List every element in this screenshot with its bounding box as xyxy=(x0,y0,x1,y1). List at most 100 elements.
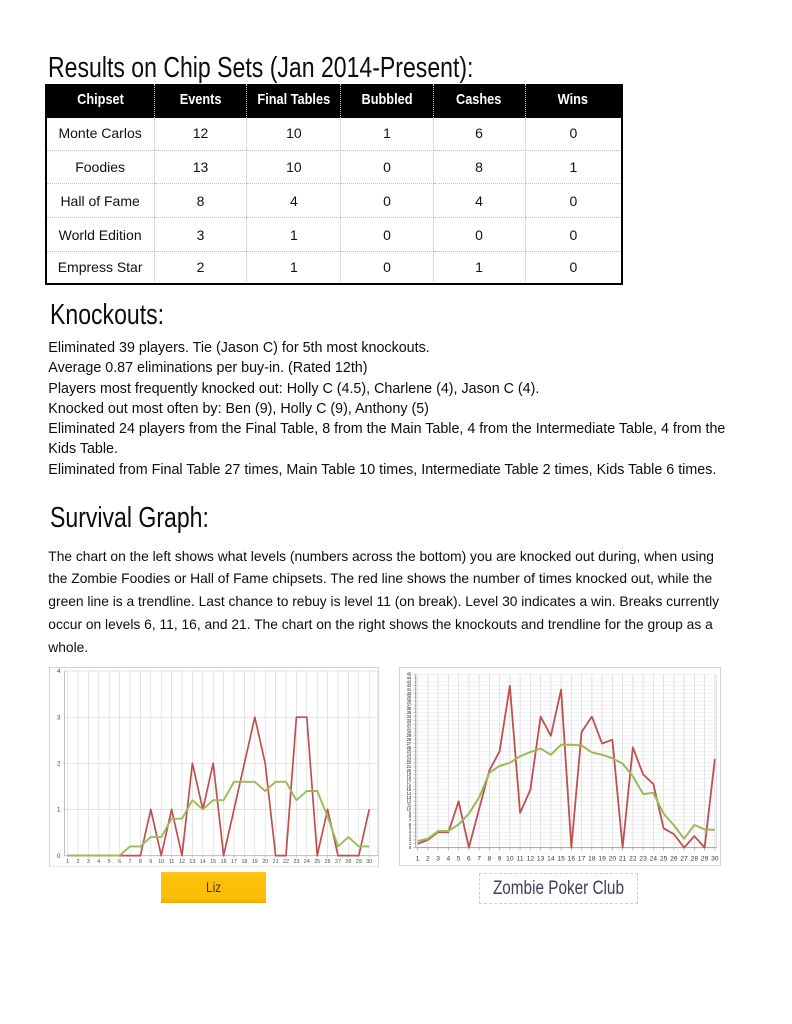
svg-text:24: 24 xyxy=(304,859,310,865)
svg-text:27: 27 xyxy=(335,859,341,865)
svg-text:9: 9 xyxy=(409,810,412,815)
svg-text:34: 34 xyxy=(406,713,411,718)
svg-text:22: 22 xyxy=(406,760,411,765)
svg-text:20: 20 xyxy=(608,855,616,862)
svg-text:45: 45 xyxy=(406,671,411,676)
svg-text:8: 8 xyxy=(487,855,491,862)
svg-text:13: 13 xyxy=(189,859,195,865)
svg-text:24: 24 xyxy=(649,855,657,862)
svg-text:16: 16 xyxy=(406,783,411,788)
svg-text:29: 29 xyxy=(356,859,362,865)
svg-text:13: 13 xyxy=(537,855,545,862)
svg-text:3: 3 xyxy=(409,833,412,838)
svg-text:20: 20 xyxy=(262,859,268,865)
svg-text:43: 43 xyxy=(406,679,411,684)
svg-text:33: 33 xyxy=(406,717,411,722)
svg-text:14: 14 xyxy=(547,855,555,862)
svg-text:30: 30 xyxy=(366,859,372,865)
svg-text:21: 21 xyxy=(406,764,411,769)
svg-text:29: 29 xyxy=(406,733,411,738)
svg-text:6: 6 xyxy=(409,821,412,826)
svg-text:22: 22 xyxy=(283,859,289,865)
svg-text:2: 2 xyxy=(426,855,430,862)
svg-text:12: 12 xyxy=(179,859,185,865)
svg-text:1: 1 xyxy=(409,841,412,846)
svg-text:19: 19 xyxy=(598,855,606,862)
svg-text:2: 2 xyxy=(76,859,79,865)
svg-text:16: 16 xyxy=(220,859,226,865)
svg-text:10: 10 xyxy=(506,855,514,862)
svg-text:10: 10 xyxy=(158,859,164,865)
svg-text:2: 2 xyxy=(57,760,61,767)
svg-text:5: 5 xyxy=(107,859,110,865)
svg-text:0: 0 xyxy=(57,853,61,860)
svg-text:28: 28 xyxy=(345,859,351,865)
svg-text:3: 3 xyxy=(87,859,90,865)
svg-text:35: 35 xyxy=(406,710,411,715)
svg-text:28: 28 xyxy=(406,737,411,742)
svg-text:32: 32 xyxy=(406,721,411,726)
svg-text:15: 15 xyxy=(557,855,565,862)
svg-text:1: 1 xyxy=(66,859,69,865)
svg-text:2: 2 xyxy=(409,837,412,842)
svg-text:27: 27 xyxy=(406,740,411,745)
svg-text:16: 16 xyxy=(567,855,575,862)
svg-text:19: 19 xyxy=(406,771,411,776)
svg-text:7: 7 xyxy=(128,859,131,865)
svg-text:19: 19 xyxy=(252,859,258,865)
svg-text:30: 30 xyxy=(711,855,719,862)
svg-text:4: 4 xyxy=(97,859,100,865)
svg-text:28: 28 xyxy=(690,855,698,862)
svg-text:21: 21 xyxy=(272,859,278,865)
svg-text:23: 23 xyxy=(406,756,411,761)
svg-text:24: 24 xyxy=(406,752,411,757)
svg-text:26: 26 xyxy=(324,859,330,865)
svg-text:15: 15 xyxy=(406,787,411,792)
svg-text:11: 11 xyxy=(169,859,175,865)
svg-text:23: 23 xyxy=(639,855,647,862)
svg-text:40: 40 xyxy=(406,690,411,695)
svg-text:15: 15 xyxy=(210,859,216,865)
svg-text:39: 39 xyxy=(406,694,411,699)
svg-text:5: 5 xyxy=(457,855,461,862)
svg-text:36: 36 xyxy=(406,706,411,711)
svg-text:30: 30 xyxy=(406,729,411,734)
svg-text:6: 6 xyxy=(118,859,121,865)
svg-text:25: 25 xyxy=(314,859,320,865)
svg-text:4: 4 xyxy=(57,668,61,675)
svg-text:18: 18 xyxy=(406,775,411,780)
svg-text:0: 0 xyxy=(409,844,412,849)
svg-text:4: 4 xyxy=(446,855,450,862)
svg-text:5: 5 xyxy=(409,825,412,830)
svg-text:23: 23 xyxy=(293,859,299,865)
svg-text:4: 4 xyxy=(409,829,412,834)
svg-text:31: 31 xyxy=(406,725,411,730)
svg-text:1: 1 xyxy=(416,855,420,862)
svg-text:3: 3 xyxy=(436,855,440,862)
svg-text:3: 3 xyxy=(57,714,61,721)
svg-text:8: 8 xyxy=(409,814,412,819)
svg-text:21: 21 xyxy=(619,855,627,862)
svg-text:9: 9 xyxy=(498,855,502,862)
svg-text:22: 22 xyxy=(629,855,637,862)
svg-text:12: 12 xyxy=(406,798,411,803)
svg-text:11: 11 xyxy=(407,802,412,807)
svg-text:6: 6 xyxy=(467,855,471,862)
svg-text:14: 14 xyxy=(200,859,206,865)
svg-text:17: 17 xyxy=(406,779,411,784)
svg-text:27: 27 xyxy=(680,855,688,862)
svg-text:25: 25 xyxy=(406,748,411,753)
svg-text:42: 42 xyxy=(406,683,411,688)
svg-text:7: 7 xyxy=(409,817,412,822)
svg-text:14: 14 xyxy=(406,791,411,796)
svg-text:13: 13 xyxy=(406,794,411,799)
svg-text:11: 11 xyxy=(516,855,523,862)
svg-text:20: 20 xyxy=(406,767,411,772)
svg-text:10: 10 xyxy=(406,806,411,811)
svg-text:44: 44 xyxy=(406,675,411,680)
svg-text:7: 7 xyxy=(477,855,481,862)
svg-text:41: 41 xyxy=(406,686,411,691)
svg-text:25: 25 xyxy=(660,855,668,862)
svg-text:38: 38 xyxy=(406,698,411,703)
svg-text:26: 26 xyxy=(406,744,411,749)
